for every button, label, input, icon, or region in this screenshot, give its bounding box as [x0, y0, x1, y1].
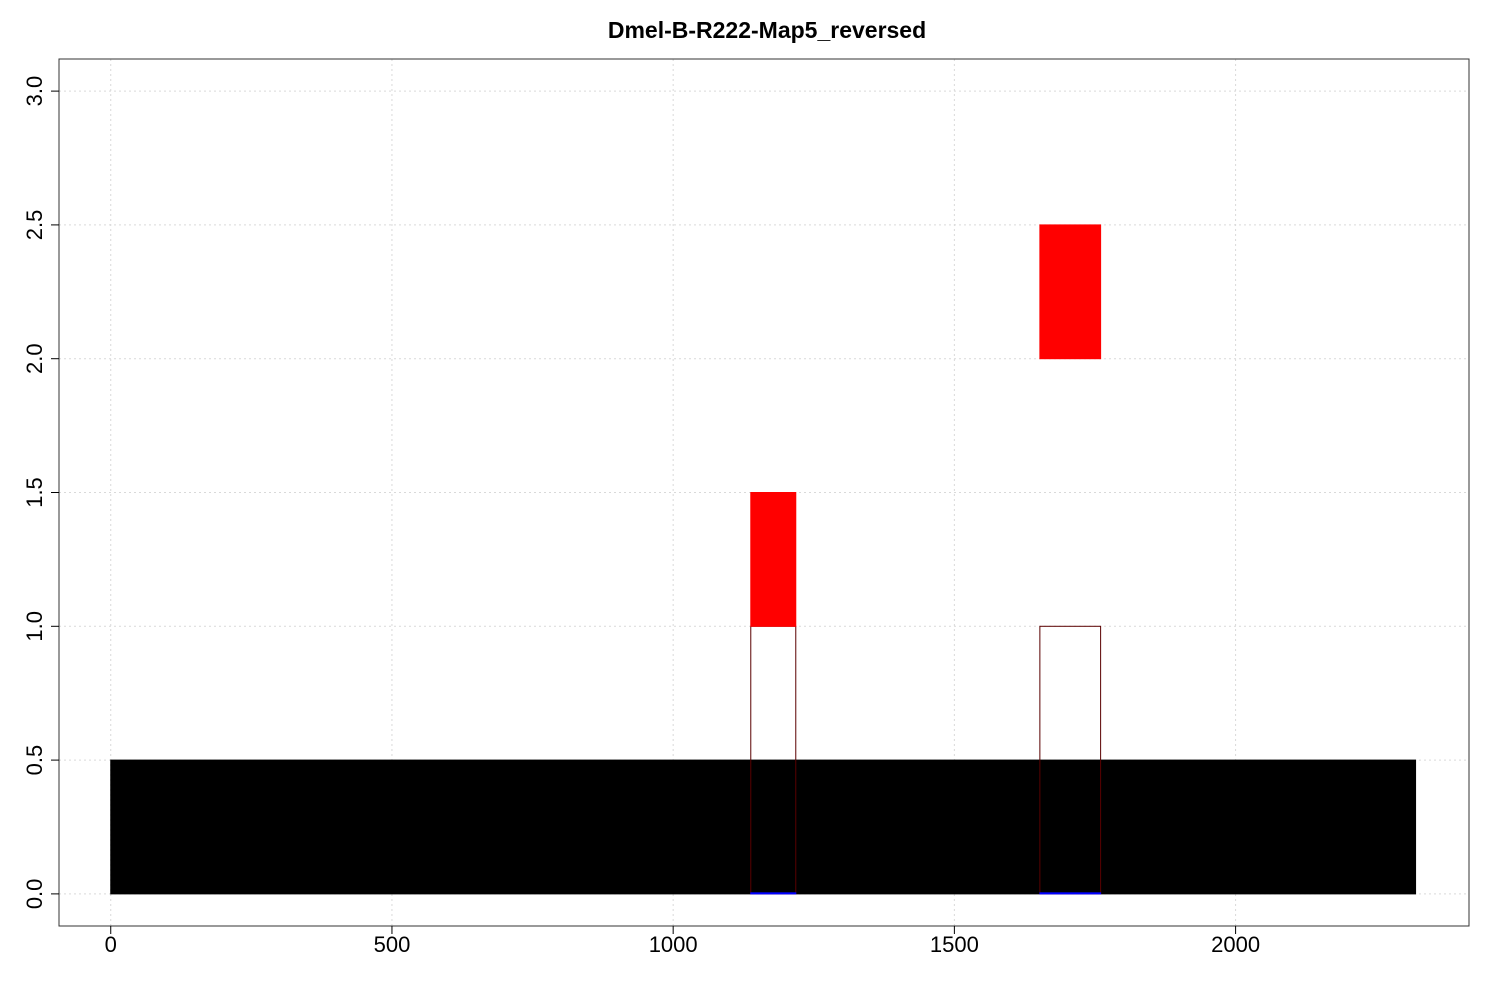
y-tick-label-4: 2.0	[22, 343, 47, 374]
x-tick-label-4: 2000	[1211, 932, 1260, 957]
x-tick-label-1: 500	[374, 932, 411, 957]
data-rect-4	[1039, 224, 1102, 360]
data-rect-0	[110, 759, 1417, 895]
data-rect-5	[750, 892, 797, 895]
y-axis: 0.0 0.5 1.0 1.5 2.0 2.5 3.0	[22, 76, 59, 909]
data-rect-6	[1039, 892, 1102, 895]
chart-title: Dmel-B-R222-Map5_reversed	[608, 17, 926, 43]
y-tick-label-0: 0.0	[22, 879, 47, 910]
y-tick-label-3: 1.5	[22, 477, 47, 508]
data-rects	[110, 224, 1417, 895]
x-tick-label-0: 0	[105, 932, 117, 957]
y-tick-label-6: 3.0	[22, 76, 47, 107]
y-tick-label-5: 2.5	[22, 210, 47, 241]
data-rect-3	[750, 492, 797, 627]
x-tick-label-2: 1000	[649, 932, 698, 957]
y-tick-label-2: 1.0	[22, 611, 47, 642]
y-tick-label-1: 0.5	[22, 745, 47, 776]
x-axis: 0 500 1000 1500 2000	[105, 926, 1260, 957]
x-tick-label-3: 1500	[930, 932, 979, 957]
